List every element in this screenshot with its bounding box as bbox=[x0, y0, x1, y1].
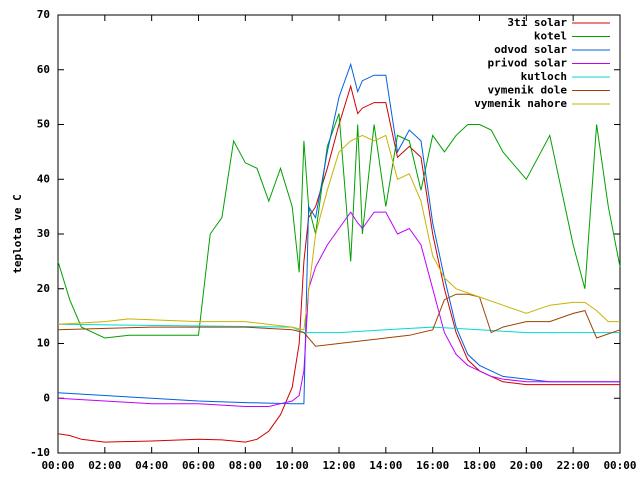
y-tick-label: 40 bbox=[37, 172, 50, 185]
x-tick-label: 16:00 bbox=[416, 459, 449, 472]
legend-label: privod solar bbox=[488, 57, 568, 70]
x-tick-label: 10:00 bbox=[276, 459, 309, 472]
x-tick-label: 00:00 bbox=[41, 459, 74, 472]
y-tick-label: 70 bbox=[37, 8, 50, 21]
series-line bbox=[57, 84, 620, 443]
legend-label: vymenik dole bbox=[488, 84, 568, 97]
y-tick-label: 0 bbox=[43, 391, 50, 404]
y-tick-label: 20 bbox=[37, 282, 50, 295]
legend-label: odvod solar bbox=[494, 43, 567, 56]
series-line bbox=[57, 113, 621, 339]
legend-label: kotel bbox=[534, 30, 567, 43]
x-tick-label: 04:00 bbox=[135, 459, 168, 472]
x-tick-label: 00:00 bbox=[603, 459, 636, 472]
x-tick-label: 22:00 bbox=[557, 459, 590, 472]
series-line bbox=[57, 211, 620, 407]
x-tick-label: 08:00 bbox=[229, 459, 262, 472]
x-tick-label: 20:00 bbox=[510, 459, 543, 472]
legend-label: vymenik nahore bbox=[474, 97, 567, 110]
x-tick-label: 02:00 bbox=[88, 459, 121, 472]
x-tick-label: 12:00 bbox=[322, 459, 355, 472]
series-line bbox=[57, 134, 620, 331]
x-tick-label: 18:00 bbox=[463, 459, 496, 472]
x-tick-label: 06:00 bbox=[182, 459, 215, 472]
legend-label: 3ti solar bbox=[507, 16, 567, 29]
series-line bbox=[57, 62, 620, 405]
y-tick-label: 10 bbox=[37, 337, 50, 350]
y-tick-label: 50 bbox=[37, 118, 50, 131]
y-tick-label: 60 bbox=[37, 63, 50, 76]
y-axis-label: teplota ve C bbox=[11, 194, 24, 273]
y-tick-label: 30 bbox=[37, 227, 50, 240]
y-tick-label: -10 bbox=[30, 446, 50, 459]
legend-label: kutloch bbox=[521, 70, 567, 83]
x-tick-label: 14:00 bbox=[369, 459, 402, 472]
series-line bbox=[57, 323, 620, 334]
series-line bbox=[57, 293, 621, 347]
